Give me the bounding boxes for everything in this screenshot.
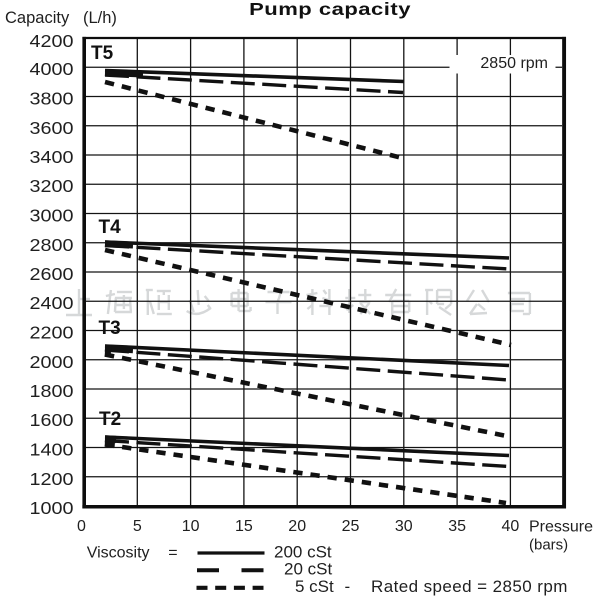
svg-text:10: 10 [182,518,200,535]
svg-text:3600: 3600 [30,118,74,138]
svg-text:-: - [345,577,351,596]
svg-text:200 cSt: 200 cSt [274,543,332,562]
svg-text:1400: 1400 [30,440,74,460]
svg-text:2800: 2800 [30,235,74,255]
svg-text:T4: T4 [99,217,122,238]
svg-text:0: 0 [77,518,86,535]
svg-text:T3: T3 [99,318,121,339]
svg-text:25: 25 [342,518,360,535]
svg-text:Pressure: Pressure [529,519,593,536]
svg-text:3400: 3400 [30,147,74,167]
svg-text:20: 20 [288,518,306,535]
svg-text:1000: 1000 [30,498,74,518]
svg-text:5 cSt: 5 cSt [295,577,334,596]
svg-text:2000: 2000 [30,352,74,372]
svg-text:4000: 4000 [30,59,74,79]
svg-text:1200: 1200 [30,469,74,489]
svg-text:2850 rpm: 2850 rpm [480,55,548,72]
svg-text:40: 40 [502,518,520,535]
svg-text:1800: 1800 [30,381,74,401]
svg-text:Rated speed = 2850 rpm: Rated speed = 2850 rpm [371,577,568,596]
svg-text:T2: T2 [99,409,121,430]
svg-text:30: 30 [395,518,413,535]
svg-text:Capacity (L/h): Capacity (L/h) [5,9,117,27]
svg-text:3200: 3200 [30,176,74,196]
svg-text:4200: 4200 [30,31,74,51]
svg-text:20 cSt: 20 cSt [284,560,332,579]
svg-text:2400: 2400 [30,293,74,313]
svg-text:5: 5 [133,518,142,535]
svg-text:Pump capacity: Pump capacity [249,0,411,19]
svg-text:15: 15 [235,518,253,535]
svg-text:Viscosity: Viscosity [87,545,150,562]
svg-text:1600: 1600 [30,410,74,430]
svg-text:T5: T5 [91,43,114,64]
svg-text:2600: 2600 [30,264,74,284]
svg-text:3800: 3800 [30,89,74,109]
svg-text:35: 35 [448,518,466,535]
svg-text:(bars): (bars) [529,537,568,554]
svg-text:3000: 3000 [30,206,74,226]
svg-text:=: = [168,545,177,562]
svg-text:2200: 2200 [30,323,74,343]
